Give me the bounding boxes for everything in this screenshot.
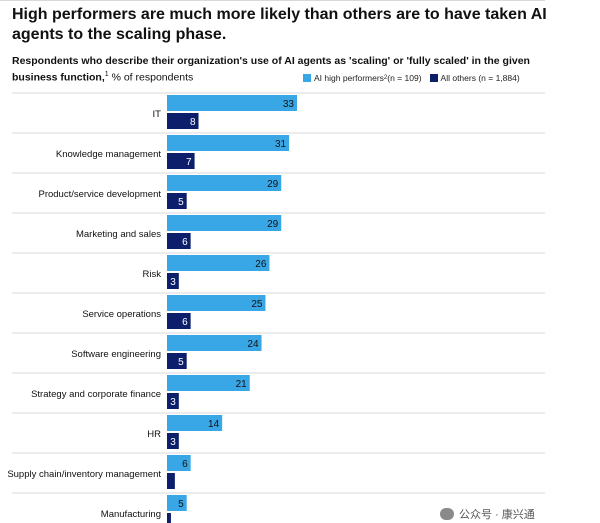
wechat-logo-icon xyxy=(440,508,454,520)
legend-item-high-performers: AI high performers 2 (n = 109) xyxy=(303,73,422,83)
category-label: Manufacturing xyxy=(101,509,161,520)
bar-all-others xyxy=(167,353,187,369)
legend-swatch-others xyxy=(429,74,438,82)
value-label-others: 2 xyxy=(177,477,183,488)
value-label-others: 1 xyxy=(173,517,179,523)
value-label-high: 29 xyxy=(267,179,279,190)
value-label-others: 3 xyxy=(170,397,176,408)
value-label-high: 21 xyxy=(236,379,248,390)
legend-label-high: AI high performers xyxy=(314,73,384,83)
value-label-others: 8 xyxy=(190,117,196,128)
bar-all-others xyxy=(167,513,171,523)
category-label: IT xyxy=(153,109,162,120)
bar-all-others xyxy=(167,113,199,129)
value-label-others: 6 xyxy=(182,237,188,248)
bar-high-performers xyxy=(167,175,282,191)
subtitle-bold: Respondents who describe their organizat… xyxy=(12,55,530,84)
bar-all-others xyxy=(167,273,179,289)
bar-high-performers xyxy=(167,255,270,271)
category-label: Knowledge management xyxy=(56,149,161,160)
category-label: Software engineering xyxy=(71,349,161,360)
bar-high-performers xyxy=(167,415,223,431)
bar-high-performers xyxy=(167,495,187,511)
category-label: Supply chain/inventory management xyxy=(7,469,161,480)
value-label-high: 29 xyxy=(267,219,279,230)
legend: AI high performers 2 (n = 109) All others… xyxy=(303,73,528,83)
watermark: 公众号 · 康兴通 xyxy=(440,506,535,522)
legend-item-all-others: All others (n = 1,884) xyxy=(429,73,520,83)
top-rule xyxy=(0,0,545,1)
value-label-high: 26 xyxy=(255,259,267,270)
bar-high-performers xyxy=(167,295,266,311)
category-label: HR xyxy=(147,429,161,440)
chart-subtitle: Respondents who describe their organizat… xyxy=(12,54,572,85)
legend-label-others: All others (n = 1,884) xyxy=(440,73,520,83)
value-label-others: 5 xyxy=(178,197,184,208)
legend-footnote-high: 2 xyxy=(383,75,388,81)
value-label-high: 5 xyxy=(178,499,184,510)
value-label-others: 7 xyxy=(186,157,192,168)
category-label: Service operations xyxy=(82,309,161,320)
bar-all-others xyxy=(167,153,195,169)
category-label: Strategy and corporate finance xyxy=(31,389,161,400)
value-label-others: 5 xyxy=(178,357,184,368)
bar-high-performers xyxy=(167,335,262,351)
bar-all-others xyxy=(167,193,187,209)
bar-high-performers xyxy=(167,455,191,471)
value-label-high: 25 xyxy=(251,299,263,310)
value-label-others: 3 xyxy=(170,277,176,288)
value-label-high: 6 xyxy=(182,459,188,470)
value-label-others: 3 xyxy=(170,437,176,448)
chart-title: High performers are much more likely tha… xyxy=(12,6,547,43)
bar-high-performers xyxy=(167,215,282,231)
bar-high-performers xyxy=(167,135,290,151)
category-label: Risk xyxy=(143,269,162,280)
value-label-others: 6 xyxy=(182,317,188,328)
bar-all-others xyxy=(167,233,191,249)
legend-n-high: (n = 109) xyxy=(387,73,422,83)
category-label: Product/service development xyxy=(38,189,161,200)
legend-swatch-high xyxy=(303,74,311,82)
subtitle-footnote: 1 xyxy=(104,71,109,78)
watermark-text: 公众号 · 康兴通 xyxy=(459,509,535,521)
bar-all-others xyxy=(167,473,175,489)
category-label: Marketing and sales xyxy=(76,229,161,240)
value-label-high: 14 xyxy=(208,419,220,430)
bar-high-performers xyxy=(167,95,297,111)
bar-all-others xyxy=(167,393,179,409)
value-label-high: 33 xyxy=(283,99,295,110)
bar-all-others xyxy=(167,313,191,329)
value-label-high: 24 xyxy=(247,339,259,350)
bar-high-performers xyxy=(167,375,250,391)
subtitle-unit: % of respondents xyxy=(108,71,194,84)
bar-all-others xyxy=(167,433,179,449)
value-label-high: 31 xyxy=(275,139,287,150)
